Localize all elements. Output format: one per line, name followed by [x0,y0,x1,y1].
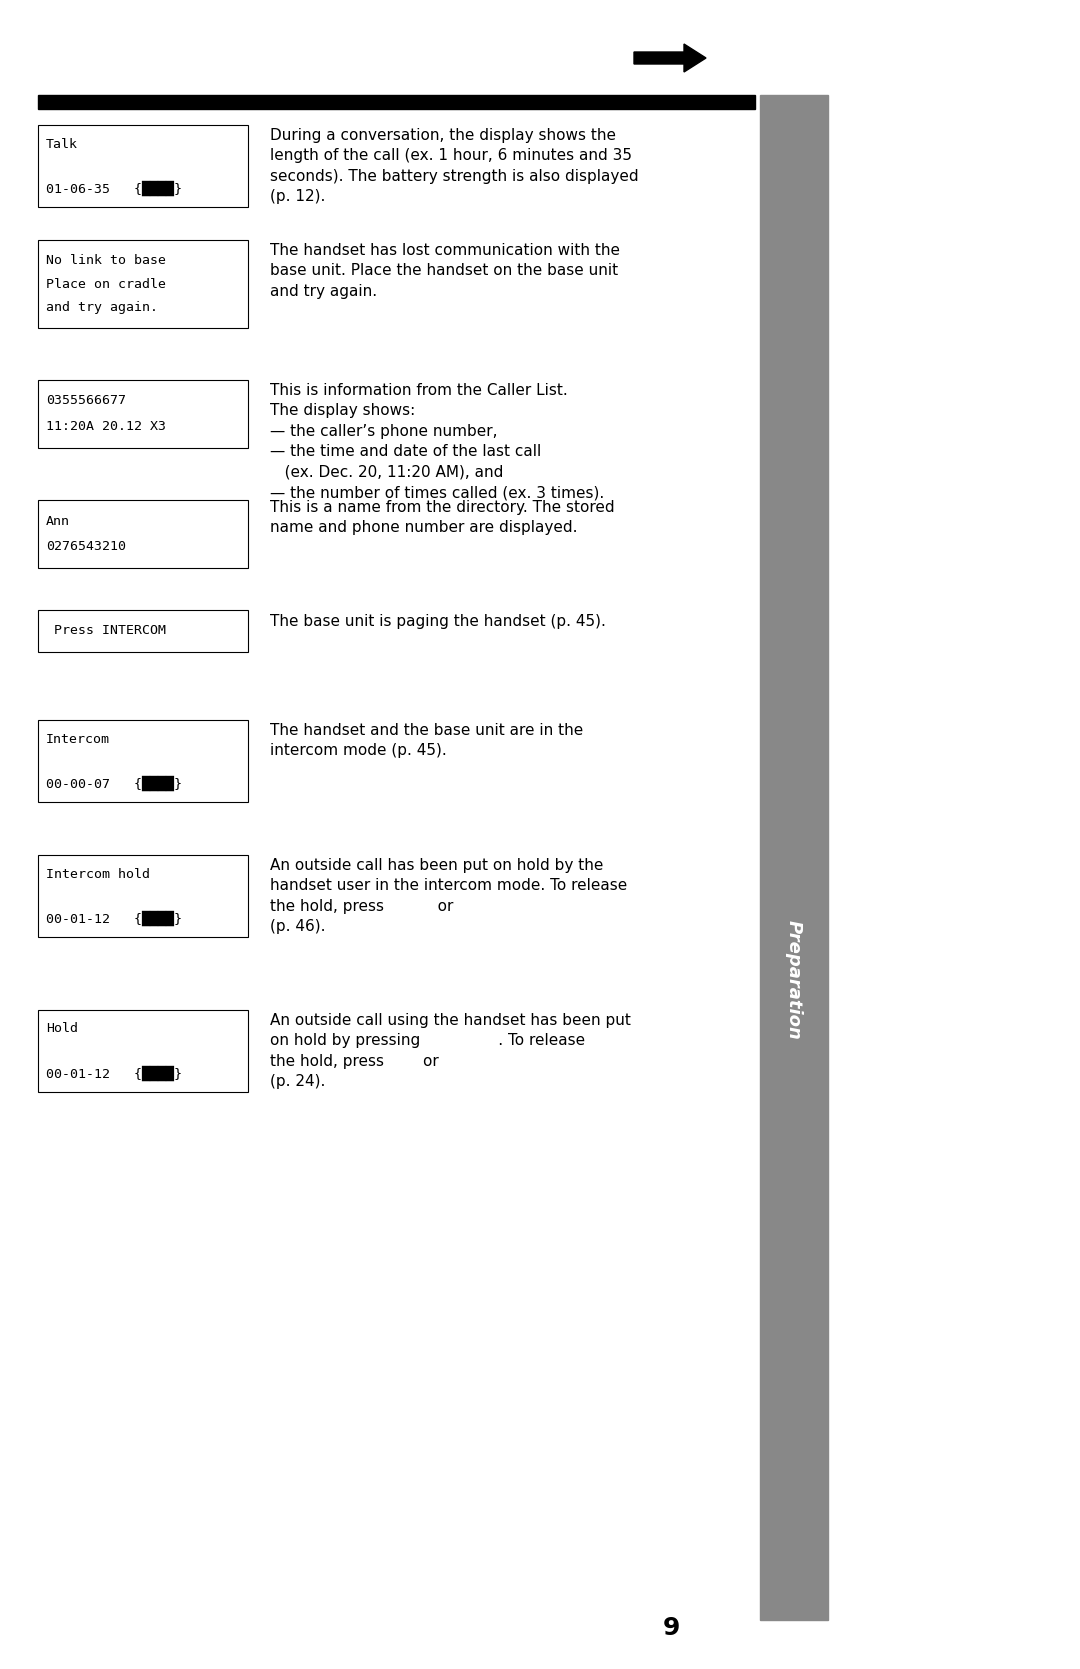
Text: An outside call has been put on hold by the
handset user in the intercom mode. T: An outside call has been put on hold by … [270,858,627,935]
Text: The base unit is paging the handset (p. 45).: The base unit is paging the handset (p. … [270,614,606,629]
Text: 01-06-35   {████}: 01-06-35 {████} [46,180,183,195]
Text: Intercom: Intercom [46,733,110,746]
Text: Preparation: Preparation [785,920,804,1040]
Bar [38,719,248,803]
Text: Press INTERCOM: Press INTERCOM [46,624,166,638]
Bar [760,95,828,1621]
Text: Talk: Talk [46,137,78,150]
Bar [38,855,248,936]
Text: The handset has lost communication with the
base unit. Place the handset on the : The handset has lost communication with … [270,244,620,299]
Text: 00-00-07   {████}: 00-00-07 {████} [46,776,183,791]
Bar [38,381,248,447]
Bar [38,95,755,108]
Text: Intercom hold: Intercom hold [46,868,150,881]
Bar [38,1010,248,1092]
Text: An outside call using the handset has been put
on hold by pressing              : An outside call using the handset has be… [270,1013,631,1090]
Text: No link to base: No link to base [46,254,166,267]
Polygon shape [634,43,706,72]
Text: 9: 9 [663,1616,680,1641]
Bar [38,501,248,567]
Text: 11:20A 20.12 X3: 11:20A 20.12 X3 [46,421,166,434]
Bar [38,609,248,653]
Text: This is information from the Caller List.
The display shows:
— the caller’s phon: This is information from the Caller List… [270,382,604,501]
Bar [38,240,248,329]
Text: Ann: Ann [46,514,70,527]
Text: During a conversation, the display shows the
length of the call (ex. 1 hour, 6 m: During a conversation, the display shows… [270,129,638,204]
Text: 00-01-12   {████}: 00-01-12 {████} [46,910,183,926]
Text: and try again.: and try again. [46,302,158,314]
Text: The handset and the base unit are in the
intercom mode (p. 45).: The handset and the base unit are in the… [270,723,583,758]
Text: This is a name from the directory. The stored
name and phone number are displaye: This is a name from the directory. The s… [270,501,615,536]
Text: Hold: Hold [46,1023,78,1035]
Bar [38,125,248,207]
Text: 0355566677: 0355566677 [46,394,126,407]
Text: 00-01-12   {████}: 00-01-12 {████} [46,1065,183,1082]
Text: Place on cradle: Place on cradle [46,277,166,290]
Text: 0276543210: 0276543210 [46,541,126,554]
